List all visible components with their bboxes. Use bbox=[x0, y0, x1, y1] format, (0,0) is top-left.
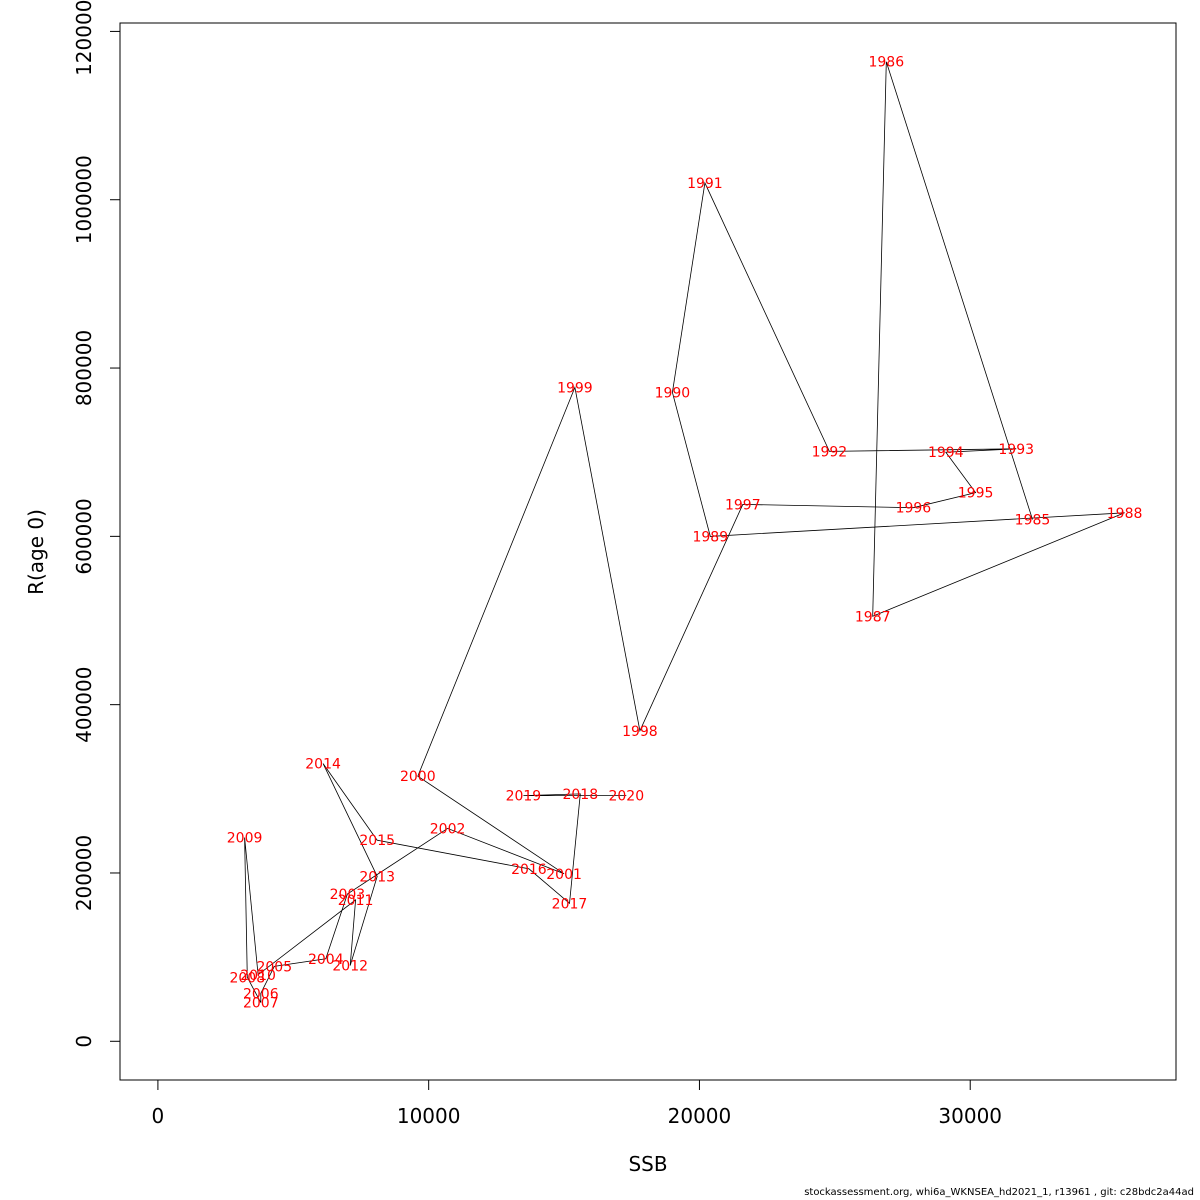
y-tick-label: 800000 bbox=[72, 330, 96, 406]
point-label-1988: 1988 bbox=[1107, 506, 1143, 522]
point-label-2007: 2007 bbox=[243, 996, 279, 1012]
x-tick-label: 30000 bbox=[938, 1104, 1002, 1128]
point-label-2020: 2020 bbox=[608, 789, 644, 805]
x-tick-label: 10000 bbox=[397, 1104, 461, 1128]
footer-credit: stockassessment.org, whi6a_WKNSEA_hd2021… bbox=[804, 1187, 1194, 1198]
point-label-2006: 2006 bbox=[243, 986, 279, 1002]
point-label-2010: 2010 bbox=[240, 968, 276, 984]
point-label-2009: 2009 bbox=[227, 831, 263, 847]
recruitment-ssb-series-line bbox=[244, 61, 1125, 1003]
point-label-1998: 1998 bbox=[622, 724, 658, 740]
point-label-2001: 2001 bbox=[546, 867, 582, 883]
y-tick-label: 600000 bbox=[72, 498, 96, 574]
point-label-2004: 2004 bbox=[308, 952, 344, 968]
point-label-1995: 1995 bbox=[958, 486, 994, 502]
y-tick-label: 200000 bbox=[72, 835, 96, 911]
y-axis-title: R(age 0) bbox=[24, 509, 48, 595]
x-axis-title: SSB bbox=[628, 1152, 667, 1176]
point-label-1989: 1989 bbox=[692, 529, 728, 545]
point-label-2013: 2013 bbox=[359, 869, 395, 885]
y-tick-label: 400000 bbox=[72, 667, 96, 743]
point-label-1992: 1992 bbox=[812, 444, 848, 460]
point-label-1994: 1994 bbox=[928, 445, 964, 461]
point-label-2005: 2005 bbox=[256, 959, 292, 975]
point-label-1985: 1985 bbox=[1015, 513, 1051, 529]
y-axis: 0 200000 400000 600000 800000 1000000 1200000 bbox=[72, 0, 121, 1048]
point-label-2016: 2016 bbox=[511, 862, 547, 878]
y-tick-label: 0 bbox=[72, 1035, 96, 1048]
plot-frame bbox=[119, 22, 1177, 1081]
point-label-2018: 2018 bbox=[562, 787, 598, 803]
point-label-1993: 1993 bbox=[998, 442, 1034, 458]
point-label-2019: 2019 bbox=[506, 789, 542, 805]
point-label-2000: 2000 bbox=[400, 769, 436, 785]
point-label-1987: 1987 bbox=[855, 609, 891, 625]
point-label-2017: 2017 bbox=[552, 896, 588, 912]
point-label-2002: 2002 bbox=[430, 821, 466, 837]
point-label-2012: 2012 bbox=[332, 959, 368, 975]
point-label-1996: 1996 bbox=[896, 501, 932, 517]
point-label-1990: 1990 bbox=[655, 385, 691, 401]
x-tick-label: 20000 bbox=[668, 1104, 732, 1128]
point-label-2015: 2015 bbox=[359, 833, 395, 849]
point-label-2011: 2011 bbox=[338, 893, 374, 909]
y-tick-label: 1000000 bbox=[72, 155, 96, 244]
point-label-2014: 2014 bbox=[305, 757, 341, 773]
x-tick-label: 0 bbox=[152, 1104, 165, 1128]
year-labels: 1985 1986 1987 1988 1989 1990 1991 1992 1993 1994… bbox=[227, 55, 1143, 1012]
x-axis: 0 10000 20000 30000 bbox=[152, 1079, 1002, 1128]
point-label-2008: 2008 bbox=[229, 970, 265, 986]
point-label-1991: 1991 bbox=[687, 176, 723, 192]
point-label-1999: 1999 bbox=[557, 380, 593, 396]
point-label-1997: 1997 bbox=[725, 497, 761, 513]
y-tick-label: 1200000 bbox=[72, 0, 96, 76]
point-label-2003: 2003 bbox=[330, 887, 366, 903]
point-label-1986: 1986 bbox=[868, 55, 904, 71]
